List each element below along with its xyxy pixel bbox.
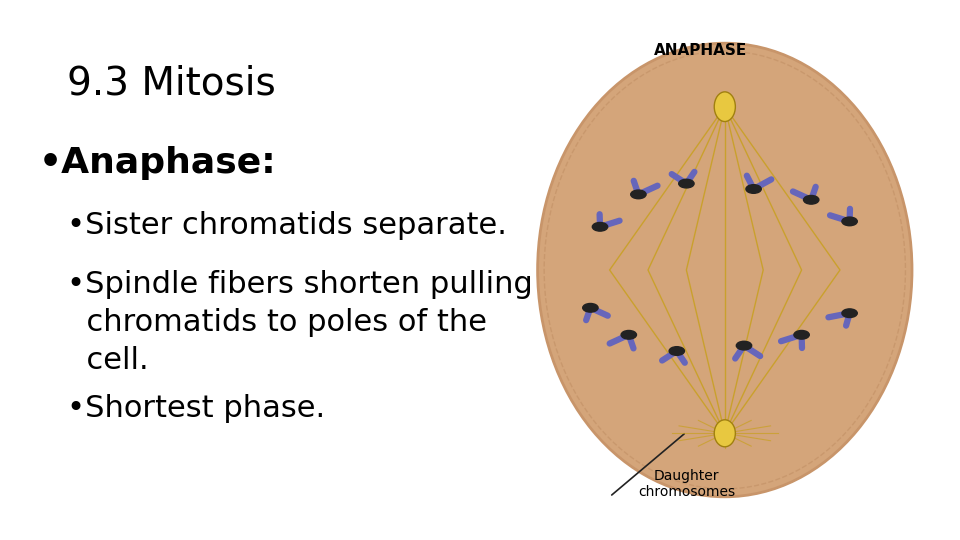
Circle shape — [794, 330, 809, 339]
Text: •Shortest phase.: •Shortest phase. — [67, 394, 325, 423]
Circle shape — [842, 309, 857, 318]
Text: ANAPHASE: ANAPHASE — [654, 43, 748, 58]
Ellipse shape — [714, 92, 735, 122]
Text: •Anaphase:: •Anaphase: — [38, 146, 276, 180]
Ellipse shape — [538, 43, 912, 497]
Text: Daughter
chromosomes: Daughter chromosomes — [637, 469, 735, 500]
Circle shape — [679, 179, 694, 188]
Text: 9.3 Mitosis: 9.3 Mitosis — [67, 65, 276, 103]
Circle shape — [804, 195, 819, 204]
Text: •Sister chromatids separate.: •Sister chromatids separate. — [67, 211, 507, 240]
Circle shape — [592, 222, 608, 231]
Circle shape — [736, 341, 752, 350]
Text: •Spindle fibers shorten pulling
  chromatids to poles of the
  cell.: •Spindle fibers shorten pulling chromati… — [67, 270, 533, 375]
Ellipse shape — [714, 420, 735, 447]
Circle shape — [842, 217, 857, 226]
Circle shape — [631, 190, 646, 199]
Circle shape — [621, 330, 636, 339]
Circle shape — [746, 185, 761, 193]
Circle shape — [669, 347, 684, 355]
Circle shape — [583, 303, 598, 312]
